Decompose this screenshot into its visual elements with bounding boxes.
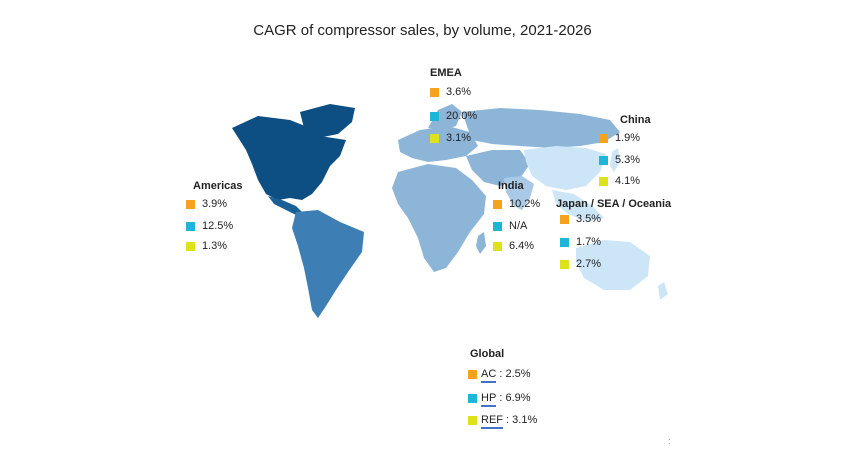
ac-swatch [468, 369, 477, 379]
se-asia-shape [552, 190, 604, 222]
ref-swatch [599, 176, 608, 186]
japan-ref-value: 2.7% [576, 258, 602, 270]
greenland-shape [300, 104, 355, 138]
ref-swatch [430, 133, 439, 143]
global-label: Global [470, 348, 505, 360]
region-label-emea: EMEA [430, 67, 462, 79]
emea-ac-row: 3.6% [430, 86, 471, 98]
global-ref-row: REF : 3.1% [468, 414, 538, 429]
china-ref-value: 4.1% [615, 175, 641, 187]
americas-ac-row: 3.9% [186, 198, 227, 210]
global-hp-row: HP : 6.9% [468, 392, 531, 407]
china-shape [524, 146, 606, 190]
global-hp-value: 6.9% [505, 392, 531, 404]
scandinavia-shape [428, 104, 462, 130]
global-ac-value: 2.5% [505, 368, 531, 380]
chart-title: CAGR of compressor sales, by volume, 202… [253, 22, 592, 39]
ref-swatch [560, 259, 569, 269]
north-america-shape [232, 116, 346, 200]
emea-ref-row: 3.1% [430, 132, 471, 144]
americas-hp-value: 12.5% [202, 220, 234, 232]
global-ref-sep: : [503, 414, 513, 426]
global-ac-sep: : [496, 368, 506, 380]
hp-swatch [560, 237, 569, 247]
china-ref-row: 4.1% [599, 175, 640, 187]
ref-swatch [186, 241, 195, 251]
emea-hp-value: 20.0% [446, 110, 478, 122]
global-ref-abbr: REF [481, 414, 503, 429]
ac-swatch [599, 133, 608, 143]
india-hp-value: N/A [509, 220, 528, 232]
hp-swatch [186, 221, 195, 231]
japan-hp-value: 1.7% [576, 236, 602, 248]
ac-swatch [493, 199, 502, 209]
hp-swatch [599, 155, 608, 165]
global-hp-sep: : [496, 392, 506, 404]
hp-swatch [468, 393, 477, 403]
ac-swatch [560, 214, 569, 224]
japan-hp-row: 1.7% [560, 236, 601, 248]
region-label-china: China [620, 114, 651, 126]
india-hp-row: N/A [493, 220, 527, 232]
global-ref-value: 3.1% [512, 414, 538, 426]
china-ac-value: 1.9% [615, 132, 641, 144]
china-hp-value: 5.3% [615, 154, 641, 166]
region-label-americas: Americas [193, 180, 243, 192]
emea-ac-value: 3.6% [446, 86, 472, 98]
india-ac-row: 10.2% [493, 198, 540, 210]
africa-shape [392, 164, 486, 272]
americas-hp-row: 12.5% [186, 220, 233, 232]
global-ac-abbr: AC [481, 368, 497, 383]
china-ac-row: 1.9% [599, 132, 640, 144]
china-hp-row: 5.3% [599, 154, 640, 166]
footnote-mark: : [668, 436, 671, 446]
global-hp-abbr: HP [481, 392, 497, 407]
australia-shape [576, 240, 650, 290]
emea-ref-value: 3.1% [446, 132, 472, 144]
japan-ac-row: 3.5% [560, 213, 601, 225]
japan-shape [610, 148, 620, 172]
americas-ac-value: 3.9% [202, 198, 228, 210]
russia-shape [462, 108, 620, 148]
india-ref-value: 6.4% [509, 240, 535, 252]
hp-swatch [493, 221, 502, 231]
ref-swatch [468, 415, 477, 425]
americas-ref-value: 1.3% [202, 240, 228, 252]
region-label-india: India [498, 180, 524, 192]
ac-swatch [186, 199, 195, 209]
global-ac-row: AC : 2.5% [468, 368, 531, 383]
new-zealand-shape [658, 282, 668, 300]
south-america-shape [292, 210, 364, 318]
emea-hp-row: 20.0% [430, 110, 477, 122]
india-shape [504, 176, 534, 210]
region-label-japan-sea-oceania: Japan / SEA / Oceania [556, 198, 672, 210]
hp-swatch [430, 111, 439, 121]
india-ac-value: 10.2% [509, 198, 541, 210]
central-america-shape [268, 196, 304, 216]
ref-swatch [493, 241, 502, 251]
europe-shape [398, 126, 478, 162]
americas-ref-row: 1.3% [186, 240, 227, 252]
ac-swatch [430, 87, 439, 97]
japan-ac-value: 3.5% [576, 213, 602, 225]
madagascar-shape [476, 232, 486, 254]
india-ref-row: 6.4% [493, 240, 534, 252]
japan-ref-row: 2.7% [560, 258, 601, 270]
